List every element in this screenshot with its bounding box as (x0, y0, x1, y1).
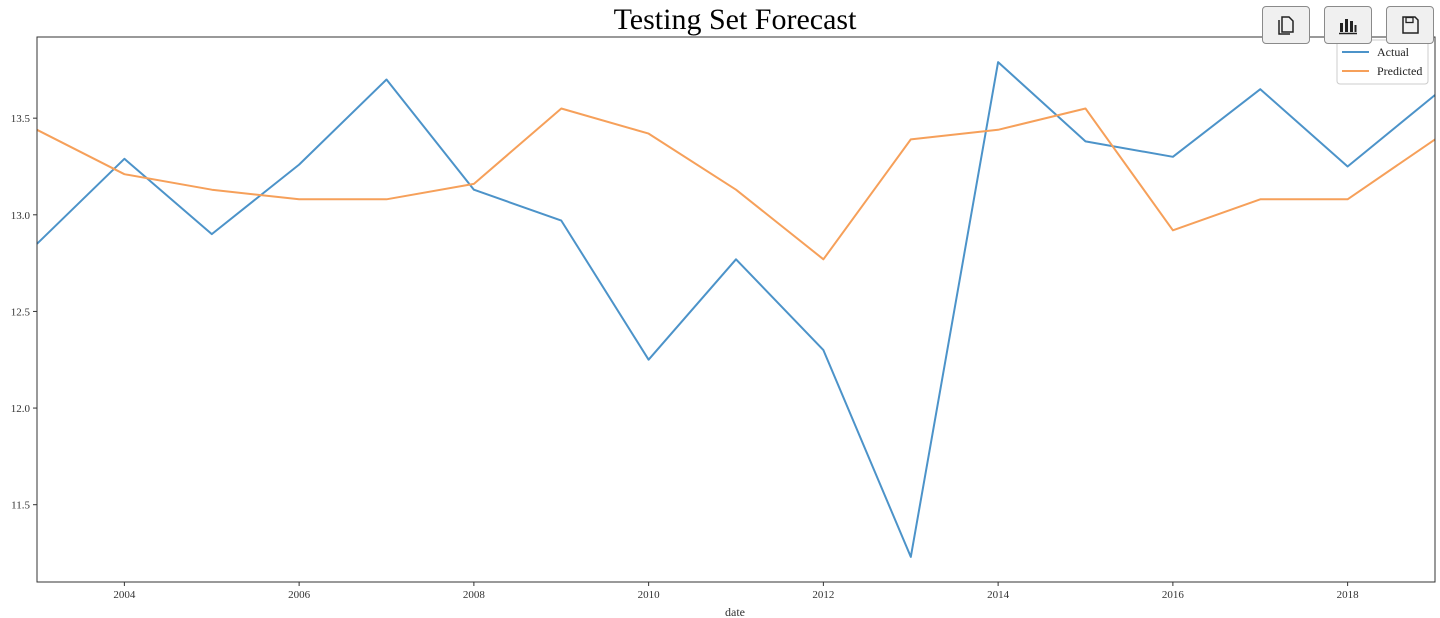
x-tick-label: 2006 (288, 589, 311, 601)
chart-toolbar (1262, 6, 1434, 44)
save-button[interactable] (1386, 6, 1434, 44)
y-tick-label: 13.5 (11, 113, 31, 125)
x-axis-label: date (725, 605, 745, 618)
copy-icon (1278, 16, 1294, 35)
x-tick-label: 2018 (1337, 589, 1360, 601)
chart-button[interactable] (1324, 6, 1372, 44)
copy-button[interactable] (1262, 6, 1310, 44)
bar-chart-icon (1339, 19, 1357, 35)
x-axis: 2004 2006 2008 2010 2012 2014 2016 2018 (113, 582, 1359, 601)
x-tick-label: 2010 (638, 589, 661, 601)
x-tick-label: 2012 (812, 589, 834, 601)
legend-label-predicted: Predicted (1377, 64, 1422, 78)
y-tick-label: 11.5 (11, 500, 30, 512)
series-line-actual (36, 61, 1436, 558)
x-tick-label: 2014 (987, 589, 1010, 601)
x-tick-label: 2004 (113, 589, 136, 601)
x-tick-label: 2016 (1162, 589, 1185, 601)
plot-area (36, 61, 1436, 558)
y-tick-label: 12.0 (11, 403, 31, 415)
save-icon (1402, 16, 1419, 34)
x-tick-label: 2008 (463, 589, 486, 601)
y-tick-label: 12.5 (11, 306, 31, 318)
legend: Actual Predicted (1336, 39, 1429, 85)
y-tick-label: 13.0 (11, 210, 31, 222)
series-line-predicted (36, 107, 1436, 261)
chart-title: Testing Set Forecast (614, 3, 858, 36)
plot-frame (36, 36, 1436, 583)
legend-label-actual: Actual (1377, 45, 1410, 59)
y-axis: 11.5 12.0 12.5 13.0 13.5 (11, 113, 37, 512)
